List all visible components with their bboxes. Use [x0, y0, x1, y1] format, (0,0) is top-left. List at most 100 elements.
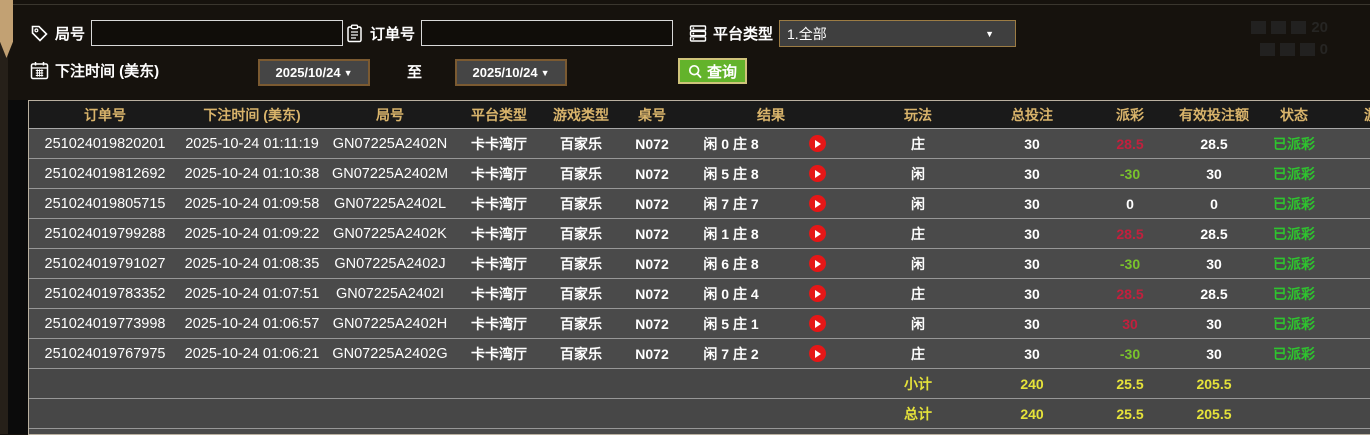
play-icon[interactable]: [809, 255, 826, 272]
cell-result: 闲 7 庄 7: [683, 189, 859, 219]
cell-empty: [683, 369, 859, 399]
result-icon-zone: [777, 135, 857, 152]
calendar-icon: [30, 61, 49, 80]
cell-play: 闲: [859, 189, 977, 219]
result-icon-zone: [777, 195, 857, 212]
cell-play: 闲: [859, 309, 977, 339]
play-icon[interactable]: [809, 315, 826, 332]
cell-empty: [683, 399, 859, 429]
cell-result: 闲 5 庄 1: [683, 309, 859, 339]
round-input[interactable]: [91, 20, 343, 46]
result-text: 闲 5 庄 8: [685, 164, 777, 184]
result-content: 闲 5 庄 1: [685, 314, 857, 334]
result-text: 闲 6 庄 8: [685, 254, 777, 274]
cell-game-type: 百家乐: [541, 159, 621, 189]
result-icon-zone: [777, 345, 857, 362]
total-row-valid-bet: 205.5: [1173, 399, 1255, 429]
result-icon-zone: [777, 225, 857, 242]
platform-filter-label: 平台类型: [713, 23, 773, 44]
cell-round-id: GN07225A2402M: [323, 159, 457, 189]
table-left-gutter: [8, 100, 28, 434]
order-filter-label: 订单号: [370, 23, 415, 44]
play-icon[interactable]: [809, 165, 826, 182]
play-icon[interactable]: [809, 195, 826, 212]
bet-time-filter-label: 下注时间 (美东): [55, 60, 159, 81]
cell-table-no: N072: [621, 309, 683, 339]
bet-records-table: 订单号 下注时间 (美东) 局号 平台类型 游戏类型 桌号 结果 玩法 总投注 …: [28, 100, 1370, 435]
query-button[interactable]: 查询: [678, 58, 747, 84]
cell-total-bet: 30: [977, 249, 1087, 279]
result-icon-zone: [777, 165, 857, 182]
col-total-bet: 总投注: [977, 101, 1087, 129]
col-table-no: 桌号: [621, 101, 683, 129]
cell-status: 已派彩: [1255, 339, 1333, 369]
col-status: 状态: [1255, 101, 1333, 129]
play-icon[interactable]: [809, 345, 826, 362]
cell-result: 闲 1 庄 8: [683, 219, 859, 249]
cell-empty: [181, 399, 323, 429]
cell-valid-bet: 30: [1173, 249, 1255, 279]
cell-empty: [1333, 399, 1370, 429]
platform-filter-group: 平台类型 1.全部 ▼: [688, 20, 1016, 47]
cell-table-no: N072: [621, 159, 683, 189]
cell-result: 闲 7 庄 2: [683, 339, 859, 369]
cell-game-type: 百家乐: [541, 249, 621, 279]
cell-status: 已派彩: [1255, 219, 1333, 249]
table-header-row: 订单号 下注时间 (美东) 局号 平台类型 游戏类型 桌号 结果 玩法 总投注 …: [29, 101, 1370, 129]
cell-valid-bet: 28.5: [1173, 279, 1255, 309]
col-order-id: 订单号: [29, 101, 181, 129]
cell-payout: 30: [1087, 309, 1173, 339]
date-to-picker[interactable]: 2025/10/24 ▼: [455, 59, 567, 86]
bet-time-filter-group: 下注时间 (美东): [30, 60, 159, 81]
play-icon[interactable]: [809, 225, 826, 242]
play-icon[interactable]: [809, 285, 826, 302]
cell-table-no: N072: [621, 249, 683, 279]
top-divider: [0, 4, 1370, 5]
clipboard-icon: [345, 24, 364, 43]
round-filter-label: 局号: [55, 23, 85, 44]
cell-game: [1333, 309, 1370, 339]
cell-platform: 卡卡湾厅: [457, 189, 541, 219]
chevron-down-icon: ▼: [344, 68, 353, 78]
play-icon[interactable]: [809, 135, 826, 152]
subtotal-row-valid-bet: 205.5: [1173, 369, 1255, 399]
cell-game: [1333, 339, 1370, 369]
filler-cell: [29, 429, 1370, 435]
col-payout: 派彩: [1087, 101, 1173, 129]
filler-row: [29, 429, 1370, 435]
subtotal-row-payout: 25.5: [1087, 369, 1173, 399]
cell-round-id: GN07225A2402L: [323, 189, 457, 219]
platform-select[interactable]: 1.全部 ▼: [779, 20, 1016, 47]
cell-empty: [541, 399, 621, 429]
cell-status: 已派彩: [1255, 249, 1333, 279]
order-input[interactable]: [421, 20, 673, 46]
col-play: 玩法: [859, 101, 977, 129]
cell-total-bet: 30: [977, 129, 1087, 159]
cell-status: 已派彩: [1255, 189, 1333, 219]
total-row-payout: 25.5: [1087, 399, 1173, 429]
cell-play: 闲: [859, 159, 977, 189]
cell-payout: 28.5: [1087, 219, 1173, 249]
cell-payout: -30: [1087, 249, 1173, 279]
cell-result: 闲 0 庄 4: [683, 279, 859, 309]
date-from-picker[interactable]: 2025/10/24 ▼: [258, 59, 370, 86]
cell-bet-time: 2025-10-24 01:09:22: [181, 219, 323, 249]
cell-empty: [1333, 369, 1370, 399]
watermark: 20 0: [1251, 16, 1328, 60]
cell-empty: [457, 399, 541, 429]
cell-total-bet: 30: [977, 219, 1087, 249]
order-filter-group: 订单号: [345, 20, 673, 46]
result-content: 闲 1 庄 8: [685, 224, 857, 244]
cell-status: 已派彩: [1255, 159, 1333, 189]
result-text: 闲 7 庄 7: [685, 194, 777, 214]
result-icon-zone: [777, 255, 857, 272]
cell-empty: [541, 369, 621, 399]
result-text: 闲 7 庄 2: [685, 344, 777, 364]
cell-game-type: 百家乐: [541, 219, 621, 249]
cell-play: 庄: [859, 219, 977, 249]
cell-payout: 28.5: [1087, 279, 1173, 309]
